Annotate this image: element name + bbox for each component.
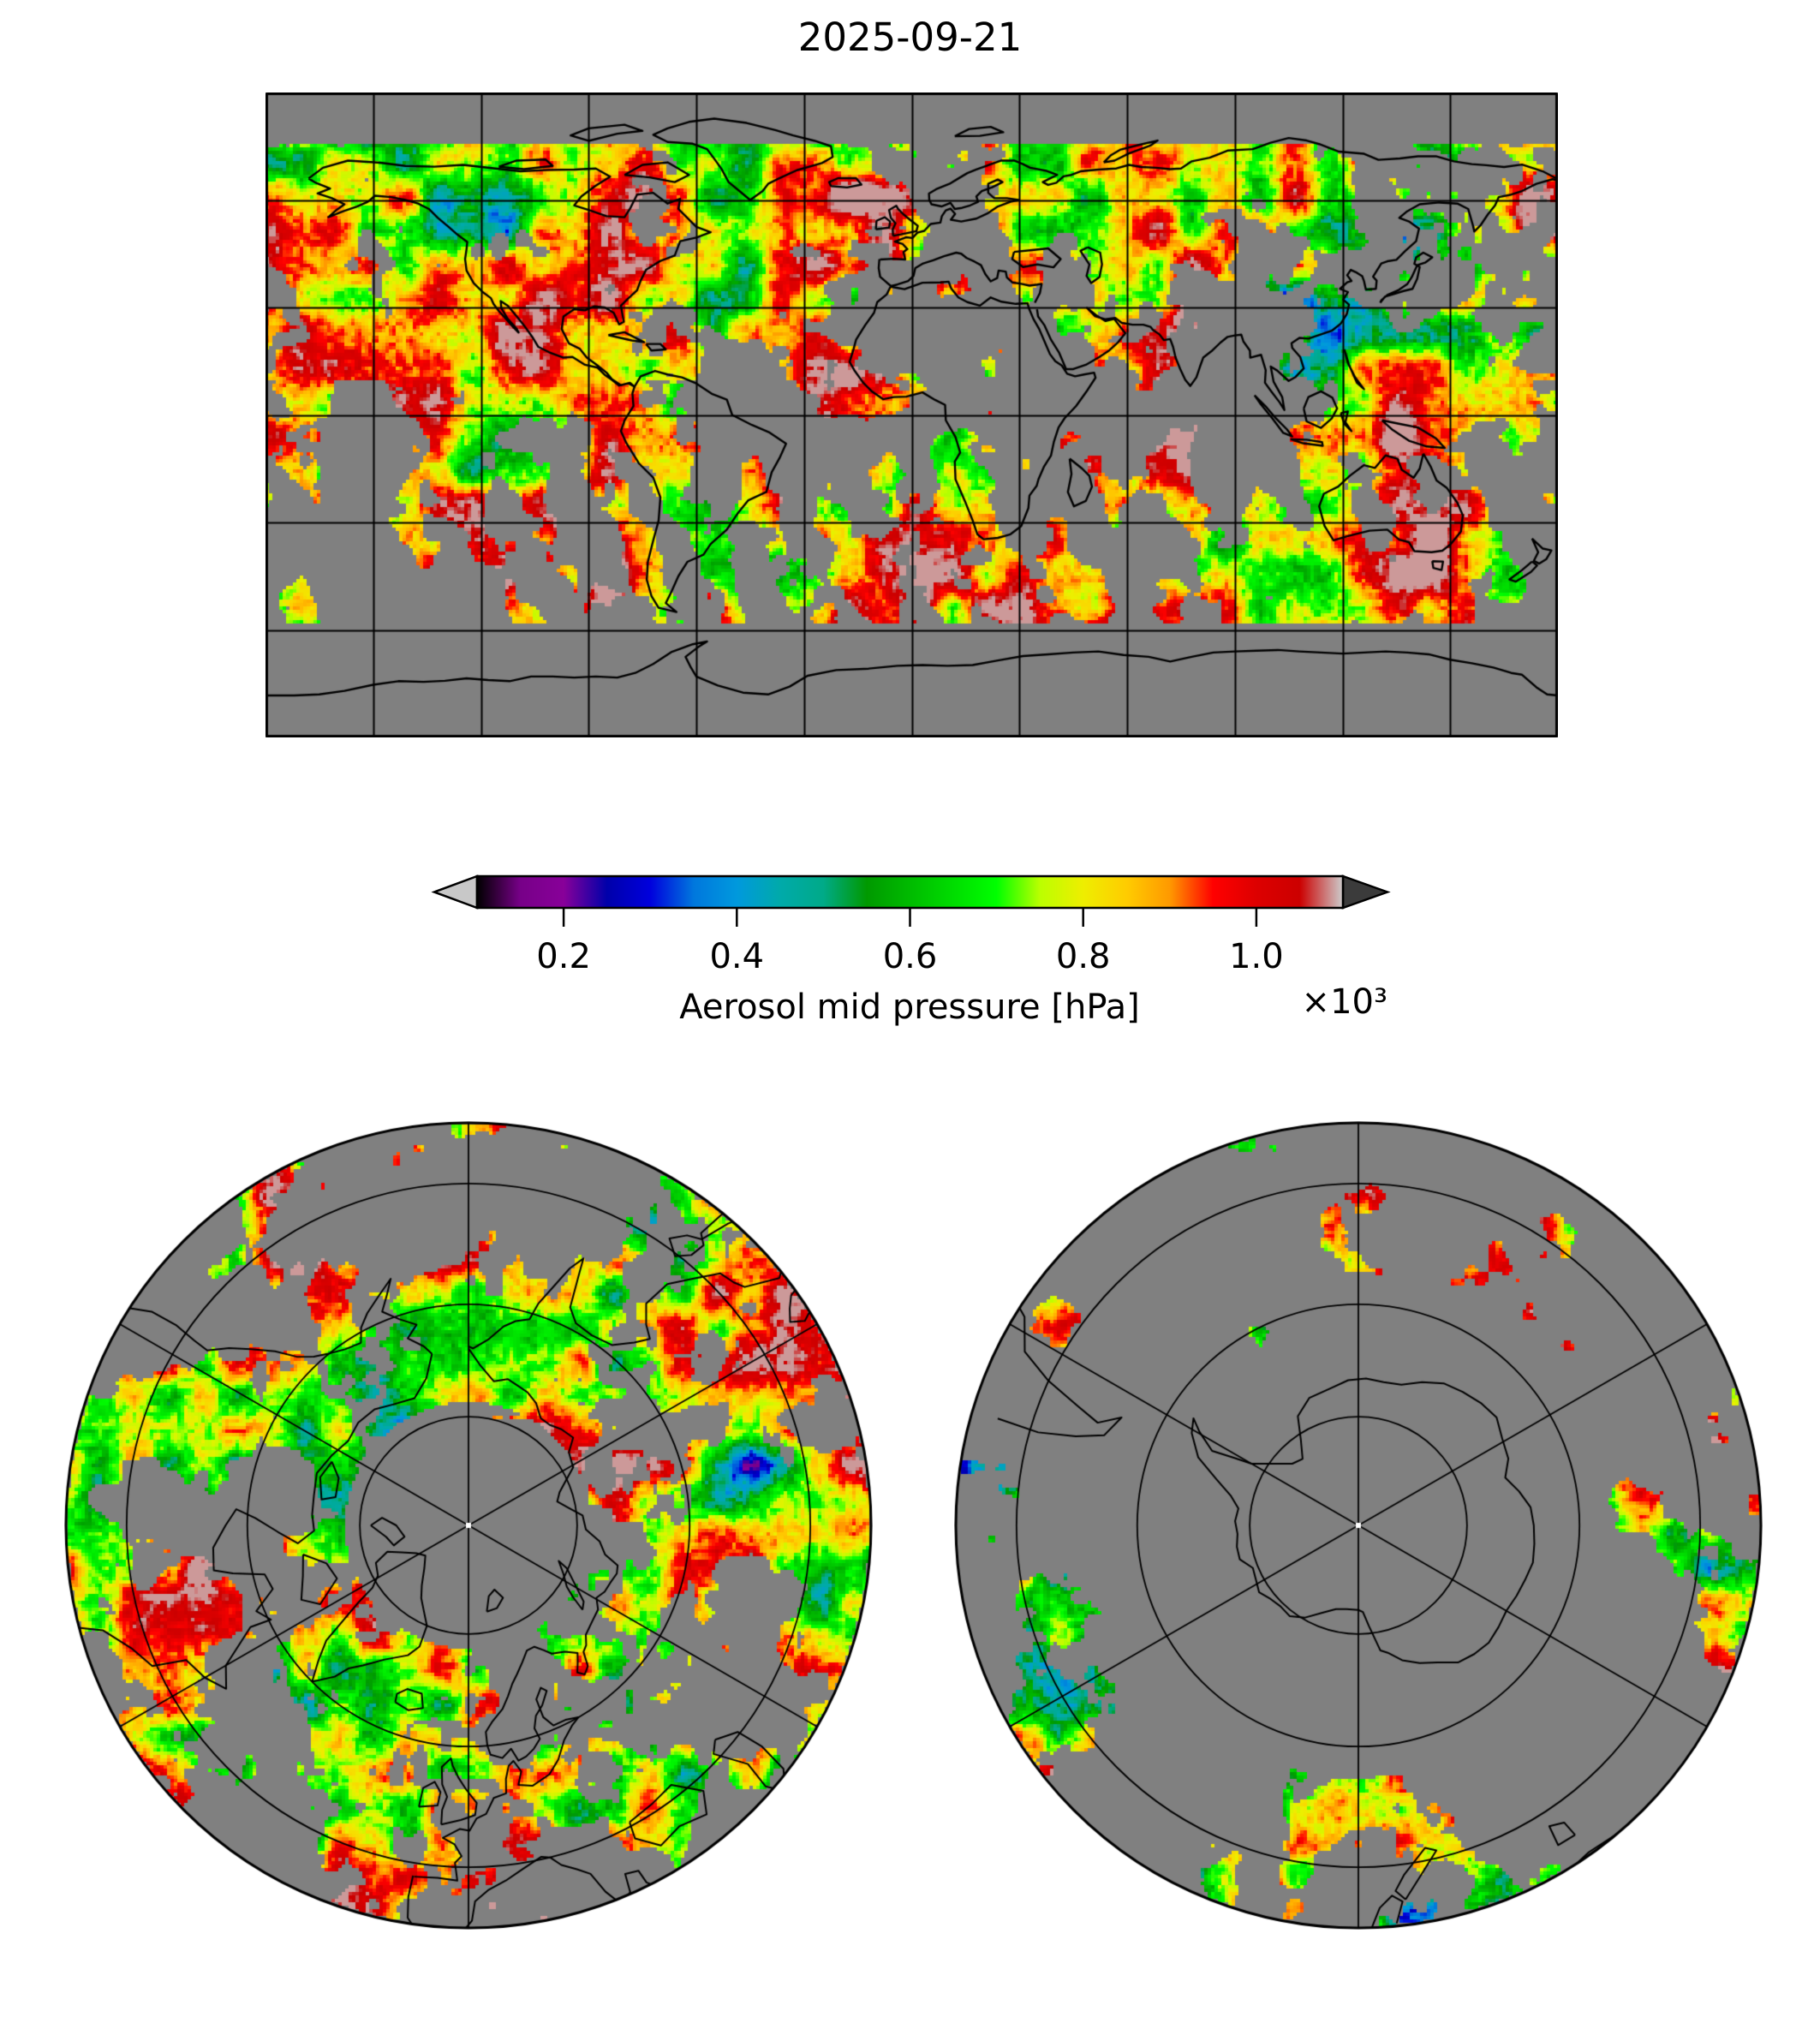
figure-title: 2025-09-21 <box>797 15 1023 60</box>
colorbar-gradient-bar <box>475 874 1345 910</box>
colorbar-tick-label: 0.8 <box>1055 937 1111 976</box>
colorbar-offset-label: ×10³ <box>1301 982 1387 1022</box>
colorbar-label: Aerosol mid pressure [hPa] <box>679 988 1140 1027</box>
colorbar-under-arrow <box>431 874 479 910</box>
colorbar-tick-label: 0.2 <box>536 937 591 976</box>
colorbar-tick-label: 1.0 <box>1229 937 1284 976</box>
colorbar <box>431 874 1391 927</box>
north-polar-map <box>64 1121 873 1930</box>
colorbar-tick-label: 0.4 <box>709 937 765 976</box>
colorbar-over-arrow <box>1341 874 1391 910</box>
south-polar-map <box>954 1121 1763 1930</box>
colorbar-tick-label: 0.6 <box>882 937 938 976</box>
world-map <box>266 92 1558 737</box>
